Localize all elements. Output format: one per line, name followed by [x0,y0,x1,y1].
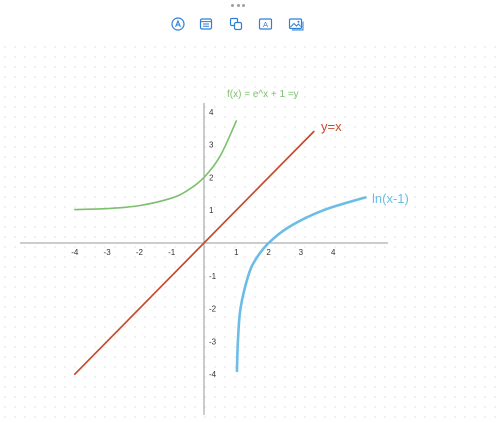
shapes-button[interactable] [227,15,245,33]
log-curve [235,196,367,373]
x-tick-label: 2 [266,248,271,257]
text-tool-glyph: A [262,20,267,29]
handle-dot [236,3,240,7]
text-box-button[interactable] [197,15,215,33]
y-tick-label: 1 [209,206,214,215]
exp-curve-label: f(x) = e^x + 1 =y [227,89,299,100]
exp-curve [74,120,238,211]
canvas-dot-grid [0,42,500,423]
y-tick-label: -1 [209,272,217,281]
log-curve-label: ln(x-1) [372,191,409,206]
x-tick-label: -3 [104,248,112,257]
tick-labels: -4 -3 -2 -1 1 2 3 4 -4 -3 -2 -1 1 2 3 4 [71,108,336,379]
identity-line-label: y=x [321,119,342,134]
handle-dot [242,3,245,7]
x-tick-label: -2 [136,248,144,257]
handle-dot [231,3,234,7]
y-tick-label: -2 [209,305,217,314]
y-tick-label: -4 [209,370,217,379]
markup-toolbar: A [0,15,500,35]
y-tick-label: -3 [209,337,217,346]
plot-series [73,120,367,376]
text-box-icon [199,18,213,30]
y-tick-label: 2 [209,173,214,182]
x-tick-label: 4 [331,248,336,257]
drag-handle[interactable] [231,3,245,7]
y-tick-label: 4 [209,108,214,117]
text-a-icon: A [258,18,272,30]
axes [20,103,388,415]
x-tick-label: -4 [71,248,79,257]
x-tick-label: 1 [234,248,239,257]
image-button[interactable] [287,15,305,33]
pen-tool-button[interactable] [169,15,187,33]
x-tick-label: -1 [168,248,176,257]
x-tick-label: 3 [299,248,304,257]
y-tick-label: 3 [209,141,214,150]
text-button[interactable]: A [256,15,274,33]
image-icon [288,18,304,31]
pen-circle-icon [171,17,185,31]
shapes-icon [229,17,243,31]
identity-line [73,130,315,376]
curve-labels: f(x) = e^x + 1 =y y=x ln(x-1) [227,89,409,206]
